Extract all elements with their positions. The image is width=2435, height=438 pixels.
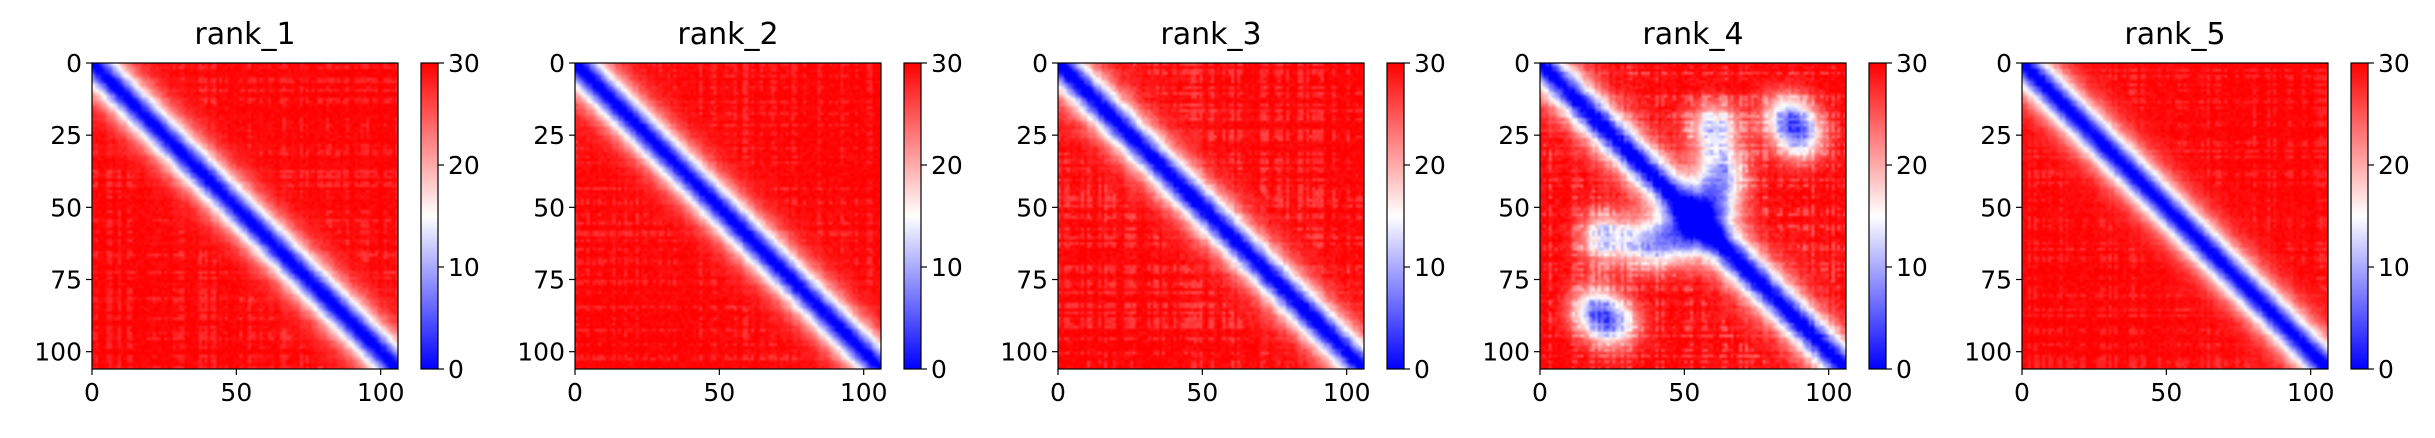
- plot-frame: [1539, 62, 1847, 370]
- y-tick-label: 25: [533, 121, 565, 150]
- x-tick-label: 50: [1668, 378, 1700, 407]
- plot-frame: [574, 62, 882, 370]
- heatmap-image: [2022, 63, 2328, 369]
- colorbar-tick-label: 0: [2378, 355, 2394, 384]
- y-tick-label: 75: [1498, 266, 1530, 295]
- y-tick-label: 0: [1032, 49, 1048, 78]
- colorbar-tick-label: 30: [1896, 49, 1928, 78]
- colorbar-tick-label: 0: [931, 355, 947, 384]
- x-tick-label: 0: [567, 378, 583, 407]
- y-tick-label: 50: [1498, 193, 1530, 222]
- x-tick-label: 100: [357, 378, 405, 407]
- y-tick-label: 75: [1980, 266, 2012, 295]
- panel-title: rank_5: [2124, 17, 2225, 52]
- colorbar-tick-label: 0: [448, 355, 464, 384]
- x-tick-label: 50: [2150, 378, 2182, 407]
- x-tick-label: 100: [1323, 378, 1371, 407]
- colorbar: [420, 62, 439, 370]
- colorbar-tick-label: 0: [1414, 355, 1430, 384]
- y-tick-label: 0: [66, 49, 82, 78]
- y-tick-label: 75: [533, 266, 565, 295]
- y-tick-label: 25: [1980, 121, 2012, 150]
- colorbar-tick-label: 20: [448, 151, 480, 180]
- x-tick-label: 0: [1532, 378, 1548, 407]
- y-tick-label: 25: [50, 121, 82, 150]
- plot-frame: [1057, 62, 1365, 370]
- y-tick-label: 100: [1964, 338, 2012, 367]
- x-tick-label: 100: [840, 378, 888, 407]
- y-tick-label: 50: [533, 193, 565, 222]
- heatmap-image: [575, 63, 881, 369]
- colorbar-tick-label: 30: [2378, 49, 2410, 78]
- colorbar-tick-label: 30: [448, 49, 480, 78]
- colorbar: [1868, 62, 1887, 370]
- colorbar-tick-label: 10: [448, 253, 480, 282]
- colorbar-tick-label: 10: [1414, 253, 1446, 282]
- colorbar-tick-label: 20: [931, 151, 963, 180]
- y-tick-label: 50: [1016, 193, 1048, 222]
- y-tick-label: 25: [1498, 121, 1530, 150]
- y-tick-label: 25: [1016, 121, 1048, 150]
- y-tick-label: 50: [50, 193, 82, 222]
- y-tick-label: 0: [1514, 49, 1530, 78]
- x-tick-label: 50: [703, 378, 735, 407]
- panel-title: rank_3: [1160, 17, 1261, 52]
- y-tick-label: 75: [50, 266, 82, 295]
- panel-title: rank_2: [677, 17, 778, 52]
- plot-frame: [2021, 62, 2329, 370]
- x-tick-label: 0: [84, 378, 100, 407]
- x-tick-label: 50: [1186, 378, 1218, 407]
- y-tick-label: 0: [1996, 49, 2012, 78]
- y-tick-label: 100: [517, 338, 565, 367]
- colorbar-tick-label: 30: [931, 49, 963, 78]
- colorbar: [903, 62, 922, 370]
- y-tick-label: 100: [1482, 338, 1530, 367]
- y-tick-label: 100: [1000, 338, 1048, 367]
- colorbar-tick-label: 10: [931, 253, 963, 282]
- heatmap-image: [1058, 63, 1364, 369]
- heatmap-image: [92, 63, 398, 369]
- colorbar: [1386, 62, 1405, 370]
- x-tick-label: 100: [2287, 378, 2335, 407]
- x-tick-label: 0: [2014, 378, 2030, 407]
- colorbar-tick-label: 0: [1896, 355, 1912, 384]
- x-tick-label: 0: [1050, 378, 1066, 407]
- colorbar-tick-label: 20: [2378, 151, 2410, 180]
- colorbar-tick-label: 10: [2378, 253, 2410, 282]
- x-tick-label: 50: [220, 378, 252, 407]
- panel-title: rank_4: [1642, 17, 1743, 52]
- heatmap-image: [1540, 63, 1846, 369]
- colorbar: [2350, 62, 2369, 370]
- y-tick-label: 50: [1980, 193, 2012, 222]
- y-tick-label: 100: [34, 338, 82, 367]
- colorbar-tick-label: 20: [1896, 151, 1928, 180]
- plot-frame: [91, 62, 399, 370]
- x-tick-label: 100: [1805, 378, 1853, 407]
- colorbar-tick-label: 10: [1896, 253, 1928, 282]
- colorbar-tick-label: 30: [1414, 49, 1446, 78]
- colorbar-tick-label: 20: [1414, 151, 1446, 180]
- panel-title: rank_1: [194, 17, 295, 52]
- y-tick-label: 75: [1016, 266, 1048, 295]
- y-tick-label: 0: [549, 49, 565, 78]
